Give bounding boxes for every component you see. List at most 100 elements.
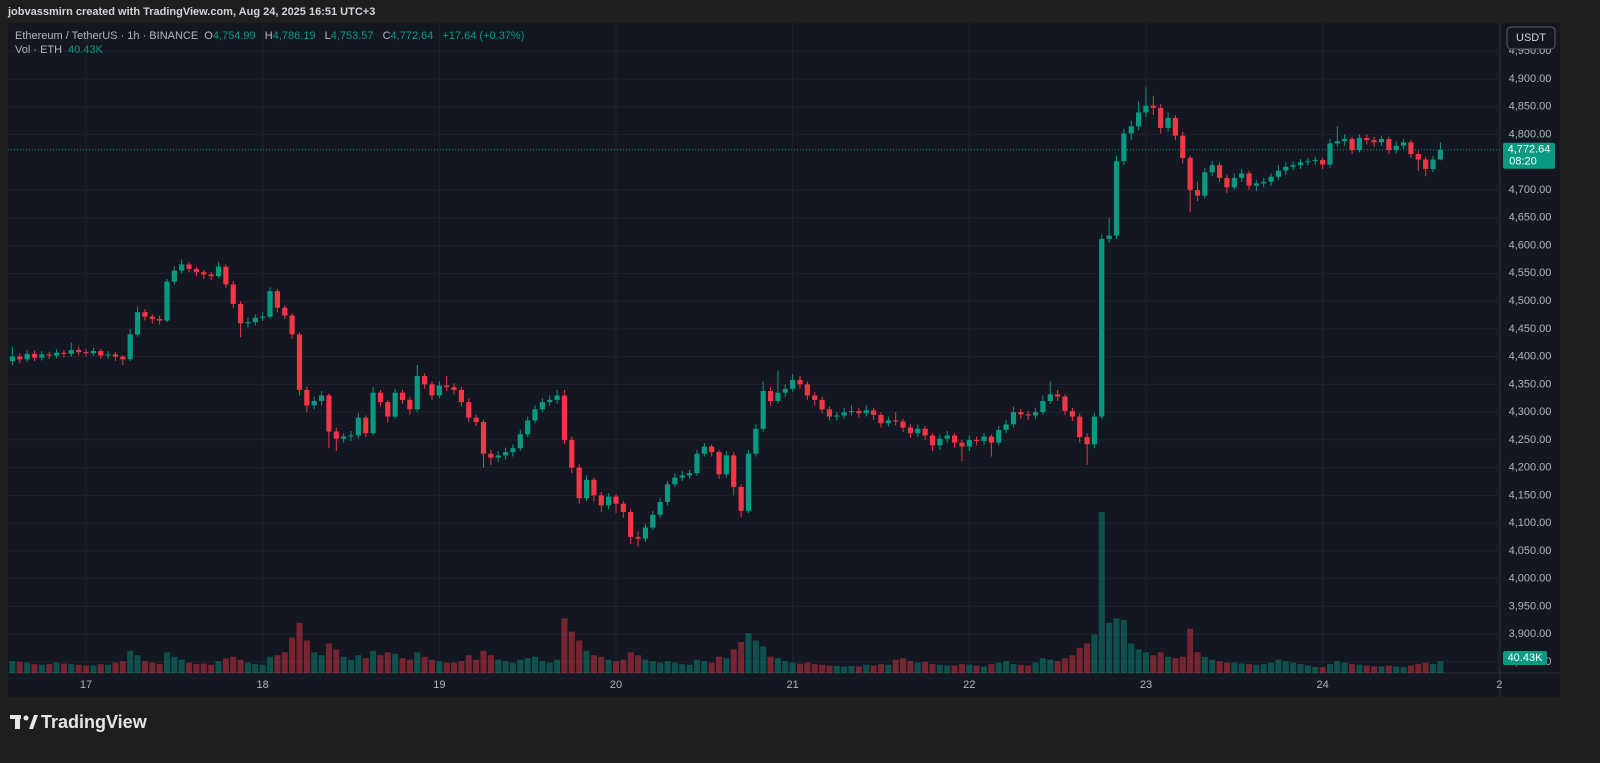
candle-body [31,353,38,358]
brand: TradingView [41,712,148,732]
volume-bar [156,664,163,673]
candle-body [885,420,891,424]
legend: Ethereum / TetherUS · 1h · BINANCE O4,75… [15,29,527,57]
volume-badge [1503,651,1547,665]
candle-body [120,356,126,360]
candle-body [841,412,847,416]
candle-body [1437,149,1443,160]
volume-bar [568,631,575,673]
volume-bar [789,662,796,673]
volume-bar [1084,643,1091,673]
volume-bar [966,664,973,673]
volume-bar [392,653,399,673]
volume-bar [664,661,671,673]
y-tick-label: 3,950.00 [1509,600,1552,612]
candle-body [171,270,177,282]
volume-bar [951,665,958,673]
volume-bar [848,665,855,673]
candle-body [1408,142,1414,154]
volume-bar [576,640,583,673]
volume-bar [9,661,16,673]
volume-bar [289,637,296,673]
volume-bar [406,659,413,673]
h: H4,786.19 [265,30,319,42]
x-tick-label: 2 [1496,679,1502,691]
candle-body [480,422,487,454]
volume-bar [1223,662,1230,673]
volume-bar [870,665,877,673]
candle-body [252,317,258,323]
candle-body [628,512,634,538]
candle-body [591,479,597,496]
y-tick-label: 4,100.00 [1509,517,1552,529]
volume-bar [532,656,539,673]
candle-body [326,395,332,432]
volume-bar [97,664,104,673]
candle-body [525,420,531,435]
candle-body [1091,416,1098,445]
volume-bar [1341,662,1348,673]
x-tick-label: 18 [257,679,269,691]
candle-body [951,435,958,443]
currency-button[interactable] [1506,26,1556,50]
volume-bar [237,659,244,673]
volume-bar [171,656,178,673]
volume-bar [642,659,649,673]
volume-bar [752,640,759,673]
candle-body [1415,153,1421,160]
volume-bar [1098,511,1105,673]
volume-bar [561,618,568,673]
candle-body [473,417,479,423]
candle-body [429,384,435,396]
c: C4,772.64 [383,30,437,42]
y-tick-label: 4,250.00 [1509,434,1552,446]
candle-body [760,391,766,429]
volume-bar [693,659,700,673]
candle-body [1231,177,1237,188]
x-tick-label: 19 [433,679,445,691]
candle-body [304,389,310,406]
chart-pane [8,23,1560,697]
volume-bar [1157,652,1164,673]
candle-body [797,379,803,385]
candle-body [1018,412,1024,415]
volume-bar [1194,652,1201,673]
candle-body [436,385,442,396]
l: L4,753.57 [325,30,377,42]
candle-body [583,479,590,499]
volume-bar [686,664,693,673]
volume-bar [907,661,914,673]
volume-bar [723,658,730,673]
volume-bar [414,652,421,673]
volume-bar [657,662,664,673]
candle-body [17,356,23,360]
candle-body [1312,160,1318,162]
candle-body [68,349,74,354]
volume-bar [708,662,715,673]
volume-bar [1290,662,1297,673]
countdown: 08:20 [1509,156,1537,168]
x-tick-label: 22 [963,679,975,691]
volume-bar [46,664,53,673]
volume-bar [892,659,899,673]
candle-body [900,421,906,428]
volume-bar [1378,666,1385,673]
candle-body [672,477,678,485]
volume-bar [1076,647,1083,673]
candle-body [716,452,722,475]
volume-bar [1025,665,1032,673]
c-key: C [382,30,391,42]
candle-body [83,352,89,354]
candle-body [723,455,729,475]
candle-body [341,436,347,439]
volume-bar [1150,655,1157,673]
volume-bar [1297,664,1304,673]
volume-bar [1128,643,1135,673]
volume-bar [1231,662,1238,673]
candle-body [201,272,207,275]
candle-body [134,312,141,335]
volume-bar [944,665,951,673]
candle-body [657,502,663,515]
volume-bar [1238,663,1245,673]
